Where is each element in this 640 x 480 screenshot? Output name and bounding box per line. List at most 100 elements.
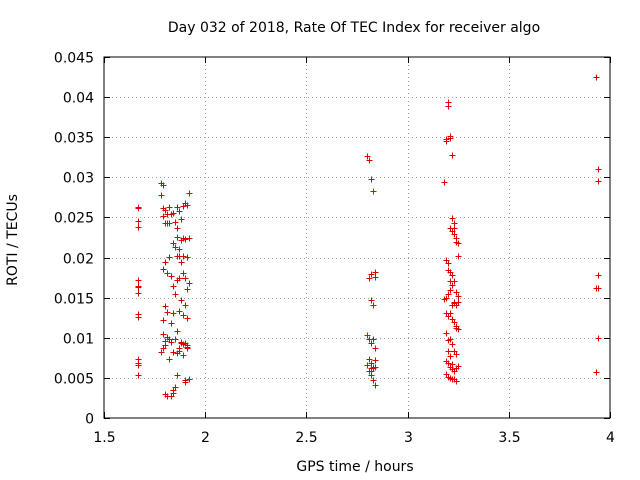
data-point <box>368 271 375 278</box>
data-point <box>164 393 171 400</box>
data-point <box>453 378 460 385</box>
data-point <box>184 315 191 322</box>
data-point <box>443 330 450 337</box>
data-point <box>182 275 189 282</box>
x-axis-label: GPS time / hours <box>296 459 413 475</box>
data-point <box>449 361 456 368</box>
data-point <box>445 348 452 355</box>
data-point <box>174 372 181 379</box>
y-axis-label: ROTI / TECUs <box>5 194 21 286</box>
data-point <box>135 218 142 225</box>
data-point <box>184 286 191 293</box>
y-axis-tick-labels: 0 0.005 0.01 0.015 0.02 0.025 0.03 0.035 0.04 0.0… <box>54 51 94 428</box>
data-point <box>451 319 458 326</box>
y-tick-label: 0.025 <box>54 211 94 227</box>
data-points <box>135 74 602 400</box>
data-point <box>593 369 600 376</box>
data-point <box>368 297 375 304</box>
data-point <box>453 351 460 358</box>
data-point <box>170 240 177 247</box>
data-point <box>451 300 458 307</box>
data-point <box>178 259 185 266</box>
data-point <box>364 332 371 339</box>
data-point <box>372 345 379 352</box>
data-point <box>449 282 456 289</box>
data-point <box>182 302 189 309</box>
x-tick-label: 3.5 <box>498 430 520 446</box>
data-point <box>593 74 600 81</box>
data-point <box>368 368 375 375</box>
data-point <box>186 280 193 287</box>
data-point <box>364 362 371 369</box>
data-point <box>445 291 452 298</box>
data-point <box>453 325 460 332</box>
data-point <box>135 277 142 284</box>
plot-area-border <box>103 56 611 419</box>
data-point <box>158 192 165 199</box>
data-point <box>451 231 458 238</box>
data-point <box>447 353 454 360</box>
data-point <box>441 179 448 186</box>
data-point <box>449 341 456 348</box>
y-tick-label: 0.045 <box>54 51 94 67</box>
data-point <box>368 176 375 183</box>
data-point <box>168 320 175 327</box>
data-point <box>172 336 179 343</box>
data-point <box>447 133 454 140</box>
data-point <box>168 273 175 280</box>
chart-title: Day 032 of 2018, Rate Of TEC Index for r… <box>168 20 540 36</box>
data-point <box>455 293 462 300</box>
data-point <box>595 178 602 185</box>
data-point <box>370 336 377 343</box>
data-point <box>370 377 377 384</box>
data-point <box>372 274 379 281</box>
data-point <box>445 360 452 367</box>
data-point <box>595 335 602 342</box>
data-point <box>449 152 456 159</box>
x-tick-label: 2.5 <box>295 430 317 446</box>
data-point <box>180 341 187 348</box>
y-tick-label: 0.04 <box>63 91 94 107</box>
data-point <box>135 362 142 369</box>
data-point <box>180 352 187 359</box>
data-point <box>172 291 179 298</box>
data-point <box>135 224 142 231</box>
x-tick-label: 1.5 <box>93 430 115 446</box>
data-point <box>158 349 165 356</box>
data-point <box>174 234 181 241</box>
data-point <box>168 339 175 346</box>
data-point <box>186 235 193 242</box>
data-point <box>178 297 185 304</box>
data-point <box>186 376 193 383</box>
y-tick-label: 0.03 <box>63 171 94 187</box>
data-point <box>160 266 167 273</box>
x-tick-label: 3 <box>404 430 413 446</box>
data-point <box>370 188 377 195</box>
data-point <box>174 204 181 211</box>
data-point <box>453 289 460 296</box>
data-point <box>164 309 171 316</box>
data-point <box>176 275 183 282</box>
data-point <box>595 272 602 279</box>
data-point <box>449 215 456 222</box>
data-point <box>160 331 167 338</box>
data-point <box>445 103 452 110</box>
data-point <box>182 379 189 386</box>
data-point <box>135 290 142 297</box>
data-point <box>449 272 456 279</box>
x-tick-label: 2 <box>201 430 210 446</box>
data-point <box>455 363 462 370</box>
data-point <box>160 317 167 324</box>
data-point <box>176 246 183 253</box>
data-point <box>172 244 179 251</box>
data-point <box>182 236 189 243</box>
data-point <box>455 240 462 247</box>
data-point <box>135 314 142 321</box>
grid <box>104 57 610 418</box>
data-point <box>443 295 450 302</box>
data-point <box>372 382 379 389</box>
y-tick-label: 0.005 <box>54 372 94 388</box>
data-point <box>170 283 177 290</box>
data-point <box>372 357 379 364</box>
